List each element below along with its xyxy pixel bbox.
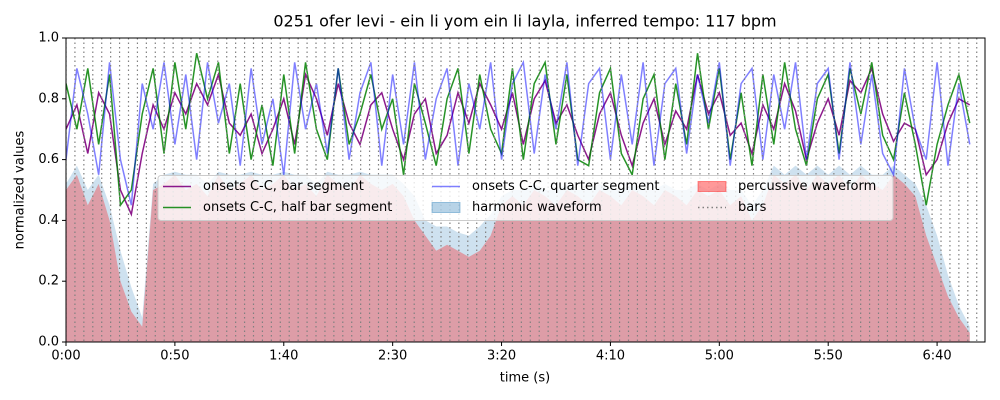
x-tick-label: 1:40 [269,349,298,364]
legend-label: onsets C-C, quarter segment [472,179,659,194]
y-tick-label: 0.4 [38,213,59,228]
legend-swatch [697,181,727,192]
y-tick-label: 0.8 [38,91,59,106]
legend-label: percussive waveform [738,179,876,194]
legend-swatch [431,202,461,213]
line [66,59,971,206]
legend-label: onsets C-C, bar segment [203,179,364,194]
line [66,53,971,208]
x-tick-label: 0:00 [51,349,80,364]
x-axis-label: time (s) [500,371,550,386]
x-tick-label: 0:50 [160,349,189,364]
legend-box [157,175,894,221]
x-tick-label: 4:10 [596,349,625,364]
y-tick-label: 0.0 [38,335,59,350]
legend-label: onsets C-C, half bar segment [203,200,392,215]
chart-title: 0251 ofer levi - ein li yom ein li layla… [273,12,776,31]
legend-label: bars [738,200,767,215]
y-axis-label: normalized values [13,130,28,249]
y-tick-label: 1.0 [38,31,59,46]
x-tick-label: 6:40 [922,349,951,364]
axes-frame [65,37,986,343]
y-tick-label: 0.6 [38,152,59,167]
y-tick-label: 0.2 [38,274,59,289]
x-tick-label: 2:30 [378,349,407,364]
x-tick-label: 3:20 [487,349,516,364]
legend-label: harmonic waveform [472,200,602,215]
legend: onsets C-C, bar segment onsets C-C, half … [157,175,894,221]
x-tick-label: 5:50 [814,349,843,364]
x-tick-label: 5:00 [705,349,734,364]
